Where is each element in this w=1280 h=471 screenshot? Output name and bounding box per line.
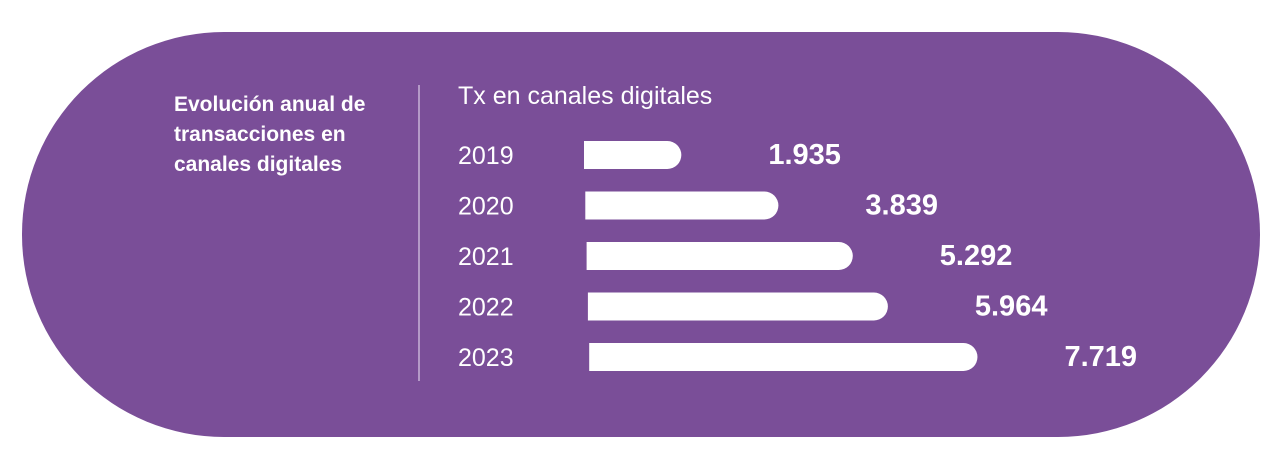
bar-2019	[584, 141, 682, 169]
value-label-2021: 5.292	[940, 240, 1013, 272]
value-label-2020: 3.839	[865, 190, 938, 222]
bar-2022	[587, 292, 888, 321]
value-label-2022: 5.964	[975, 291, 1048, 323]
panel-title: Evolución anual de transacciones en cana…	[174, 93, 366, 176]
category-label-2022: 2022	[458, 294, 514, 322]
bar-2020	[585, 191, 779, 220]
bar-2021	[586, 242, 853, 270]
bar-2023	[589, 343, 978, 372]
value-label-2023: 7.719	[1064, 341, 1137, 373]
category-label-2021: 2021	[458, 243, 514, 271]
chart-title: Tx en canales digitales	[458, 82, 713, 110]
category-label-2019: 2019	[458, 142, 514, 170]
value-label-2019: 1.935	[768, 139, 841, 171]
category-label-2023: 2023	[458, 344, 514, 372]
divider	[418, 85, 420, 381]
category-label-2020: 2020	[458, 193, 514, 221]
